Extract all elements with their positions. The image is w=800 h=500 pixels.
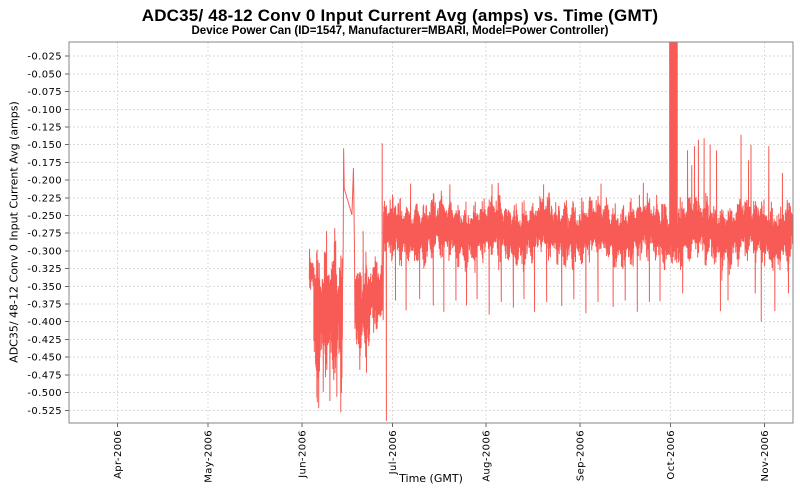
y-tick-label: -0.125	[27, 122, 62, 133]
x-tick-label: Apr-2006	[113, 430, 124, 479]
y-tick-label: -0.075	[27, 87, 62, 98]
x-tick-label: Jun-2006	[297, 430, 308, 479]
x-tick-label: Sep-2006	[575, 430, 586, 481]
y-tick-label: -0.350	[27, 282, 62, 293]
y-tick-label: -0.375	[27, 300, 62, 311]
y-tick-label: -0.175	[27, 158, 62, 169]
plot-border	[68, 41, 794, 424]
tick-marks	[65, 55, 765, 427]
y-tick-labels: -0.025 -0.050 -0.075 -0.100 -0.125 -0.150 -0.1…	[27, 52, 62, 417]
chart-subtitle: Device Power Can (ID=1547, Manufacturer=…	[191, 25, 609, 37]
y-tick-label: -0.500	[27, 388, 62, 399]
chart-title: ADC35/ 48-12 Conv 0 Input Current Avg (a…	[141, 6, 659, 25]
y-tick-label: -0.525	[27, 406, 62, 417]
x-tick-label: Jul-2006	[388, 430, 399, 475]
y-tick-label: -0.225	[27, 193, 62, 204]
y-tick-label: -0.150	[27, 140, 62, 151]
y-tick-label: -0.300	[27, 246, 62, 257]
series-line	[308, 42, 793, 421]
y-tick-label: -0.400	[27, 317, 62, 328]
x-axis-label: Time (GMT)	[399, 472, 463, 485]
x-tick-labels: Apr-2006 May-2006 Jun-2006 Jul-2006 Aug-2006…	[113, 430, 771, 483]
y-tick-label: -0.250	[27, 211, 62, 222]
y-tick-label: -0.475	[27, 370, 62, 381]
y-tick-label: -0.025	[27, 52, 62, 63]
y-tick-label: -0.050	[27, 69, 62, 80]
x-tick-label: May-2006	[204, 430, 215, 483]
y-tick-label: -0.275	[27, 229, 62, 240]
x-tick-label: Oct-2006	[666, 430, 677, 480]
y-tick-label: -0.200	[27, 176, 62, 187]
y-tick-label: -0.425	[27, 335, 62, 346]
x-tick-label: Aug-2006	[482, 430, 493, 482]
y-tick-label: -0.450	[27, 353, 62, 364]
y-tick-label: -0.100	[27, 105, 62, 116]
x-tick-label: Nov-2006	[760, 430, 771, 482]
y-tick-label: -0.325	[27, 264, 62, 275]
